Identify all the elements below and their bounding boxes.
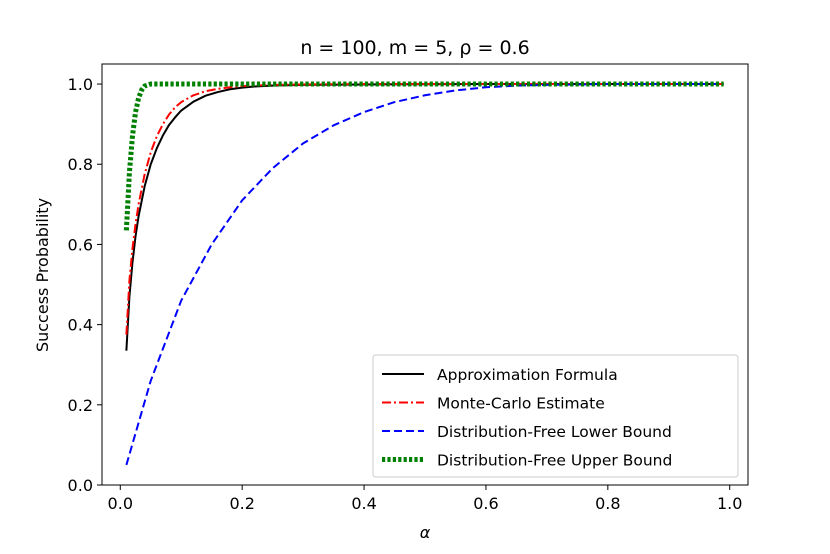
plot-frame (101, 63, 749, 486)
x-axis: 0.0 0.2 0.4 0.6 0.8 1.0 (108, 485, 742, 513)
legend-label: Distribution-Free Upper Bound (437, 452, 672, 470)
y-tick-label: 0.6 (68, 235, 93, 254)
y-axis-label: Success Probability (33, 198, 52, 352)
legend: Approximation Formula Monte-Carlo Estimat… (372, 354, 739, 478)
x-tick-label: 1.0 (717, 494, 742, 513)
x-tick-label: 0.8 (595, 494, 620, 513)
y-tick-label: 0.4 (68, 316, 93, 335)
x-tick-label: 0.2 (229, 494, 254, 513)
x-axis-label: α (420, 523, 431, 542)
y-tick-label: 1.0 (68, 75, 93, 94)
plot-area (123, 81, 724, 466)
legend-label: Distribution-Free Lower Bound (437, 423, 672, 441)
legend-label: Approximation Formula (437, 366, 618, 384)
series-line-monte-carlo-estimate (125, 83, 724, 335)
x-tick-label: 0.4 (351, 494, 376, 513)
legend-box (372, 354, 739, 478)
y-tick-label: 0.0 (68, 476, 93, 495)
y-tick-label: 0.2 (68, 396, 93, 415)
x-tick-label: 0.6 (473, 494, 498, 513)
y-tick-label: 0.8 (68, 155, 93, 174)
chart-title: n = 100, m = 5, ρ = 0.6 (300, 37, 529, 59)
x-tick-label: 0.0 (108, 494, 133, 513)
legend-label: Monte-Carlo Estimate (437, 395, 605, 413)
series-line-distribution-free-upper-bound (123, 81, 724, 231)
y-axis: 0.0 0.2 0.4 0.6 0.8 1.0 (68, 75, 102, 495)
series-line-approximation-formula (125, 83, 724, 351)
